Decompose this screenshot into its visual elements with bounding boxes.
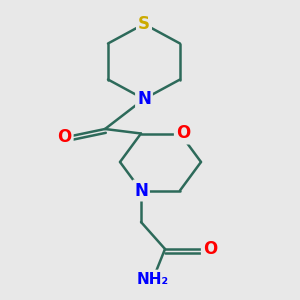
Text: O: O — [203, 240, 217, 258]
Text: O: O — [57, 128, 72, 146]
Text: S: S — [138, 15, 150, 33]
Text: N: N — [137, 90, 151, 108]
Text: N: N — [134, 182, 148, 200]
Text: NH₂: NH₂ — [137, 272, 169, 286]
Text: O: O — [176, 124, 190, 142]
